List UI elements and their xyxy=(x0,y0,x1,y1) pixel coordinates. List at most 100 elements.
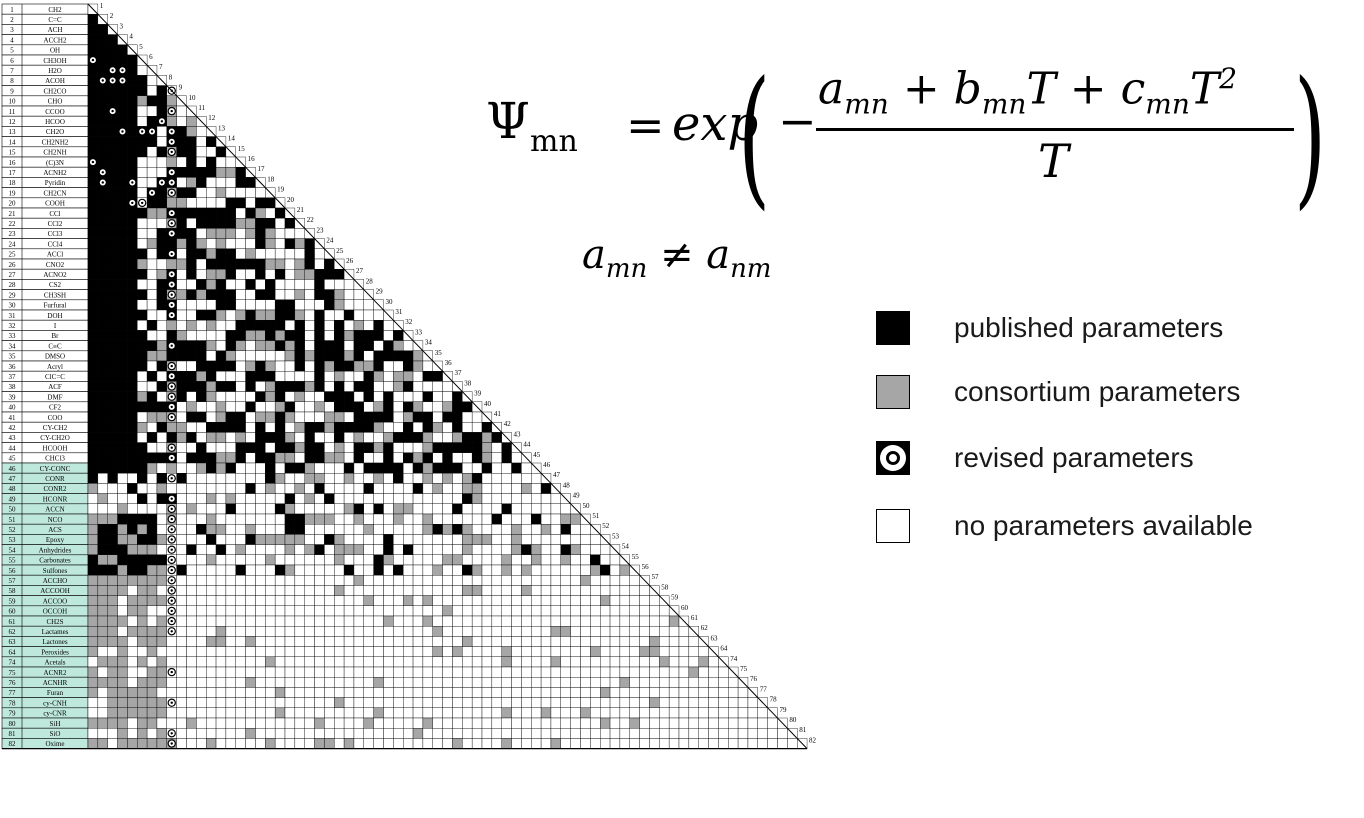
matrix-cell xyxy=(225,503,236,515)
matrix-cell xyxy=(137,503,148,515)
matrix-cell xyxy=(156,432,167,443)
matrix-cell xyxy=(570,636,581,647)
matrix-cell xyxy=(107,544,118,555)
matrix-cell xyxy=(481,524,493,535)
column-number: 15 xyxy=(238,145,246,153)
row-number: 10 xyxy=(9,98,17,106)
column-number: 13 xyxy=(218,124,226,132)
row-number: 1 xyxy=(10,6,14,14)
matrix-cell xyxy=(462,544,473,555)
matrix-cell xyxy=(728,728,739,739)
matrix-cell xyxy=(186,646,197,657)
column-number: 59 xyxy=(671,594,679,602)
matrix-cell xyxy=(422,442,433,454)
matrix-cell xyxy=(521,524,532,535)
matrix-cell xyxy=(412,646,424,657)
matrix-cell xyxy=(629,666,640,678)
matrix-cell xyxy=(146,238,158,250)
matrix-cell xyxy=(511,677,522,688)
matrix-cell xyxy=(127,554,138,566)
matrix-cell xyxy=(196,728,207,739)
matrix-cell xyxy=(107,503,118,515)
matrix-cell xyxy=(343,687,355,698)
matrix-cell xyxy=(127,483,138,494)
matrix-cell xyxy=(422,615,433,627)
row-number: 18 xyxy=(9,179,17,187)
matrix-cell xyxy=(412,626,424,637)
row-number: 75 xyxy=(9,669,17,677)
matrix-cell xyxy=(235,462,246,474)
matrix-cell xyxy=(462,554,473,566)
matrix-cell xyxy=(619,687,630,698)
matrix-cell xyxy=(215,524,227,535)
matrix-cell xyxy=(235,615,246,627)
matrix-cell xyxy=(403,513,414,525)
matrix-cell xyxy=(383,391,394,403)
matrix-cell xyxy=(97,248,108,260)
matrix-cell xyxy=(304,411,315,423)
matrix-cell xyxy=(137,217,148,229)
matrix-cell xyxy=(137,554,148,566)
matrix-cell xyxy=(324,605,335,617)
matrix-cell xyxy=(117,289,128,301)
matrix-cell xyxy=(97,85,108,96)
matrix-cell xyxy=(274,320,286,331)
matrix-cell xyxy=(87,585,99,596)
matrix-cell xyxy=(107,320,118,331)
matrix-cell xyxy=(87,279,99,290)
matrix-cell xyxy=(314,279,325,290)
matrix-cell xyxy=(235,258,246,270)
matrix-cell xyxy=(412,575,424,586)
matrix-cell xyxy=(334,687,345,698)
matrix-cell xyxy=(107,34,118,45)
matrix-cell xyxy=(205,493,217,505)
matrix-cell xyxy=(215,605,227,617)
matrix-cell xyxy=(235,269,246,280)
matrix-cell xyxy=(294,371,305,382)
matrix-cell xyxy=(137,85,148,96)
matrix-cell xyxy=(383,564,394,576)
matrix-cell xyxy=(757,707,768,719)
matrix-cell xyxy=(383,330,394,341)
matrix-cell xyxy=(343,636,355,647)
matrix-cell xyxy=(521,666,532,678)
matrix-cell xyxy=(284,411,296,423)
matrix-cell xyxy=(373,483,384,494)
matrix-cell xyxy=(353,422,365,433)
matrix-cell xyxy=(166,95,177,107)
matrix-cell xyxy=(127,136,138,148)
column-number: 41 xyxy=(494,410,502,418)
revised-marker-dot xyxy=(170,619,173,623)
matrix-cell xyxy=(274,473,286,484)
row-number: 61 xyxy=(9,618,17,626)
matrix-cell xyxy=(186,554,197,566)
matrix-cell xyxy=(176,687,187,698)
matrix-cell xyxy=(363,371,374,382)
matrix-cell xyxy=(245,207,256,219)
matrix-cell xyxy=(117,483,128,494)
column-number: 43 xyxy=(514,430,522,438)
matrix-cell xyxy=(117,697,128,708)
matrix-cell xyxy=(501,717,512,729)
matrix-cell xyxy=(678,656,690,668)
matrix-cell xyxy=(343,677,355,688)
matrix-cell xyxy=(343,401,355,413)
matrix-cell xyxy=(403,666,414,678)
row-label: CCl3 xyxy=(48,230,63,238)
column-number: 49 xyxy=(573,492,581,500)
matrix-cell xyxy=(186,238,197,250)
row-number: 13 xyxy=(9,128,17,136)
matrix-cell xyxy=(137,75,148,86)
matrix-cell xyxy=(491,473,502,484)
matrix-cell xyxy=(304,258,315,270)
matrix-cell xyxy=(343,513,355,525)
matrix-cell xyxy=(668,626,680,637)
revised-marker-dot xyxy=(170,415,173,419)
row-label: C≡C xyxy=(48,342,62,350)
matrix-cell xyxy=(373,707,384,719)
matrix-cell xyxy=(393,452,404,464)
column-number: 14 xyxy=(228,135,236,143)
matrix-cell xyxy=(324,687,335,698)
matrix-cell xyxy=(511,697,522,708)
matrix-cell xyxy=(284,330,296,341)
